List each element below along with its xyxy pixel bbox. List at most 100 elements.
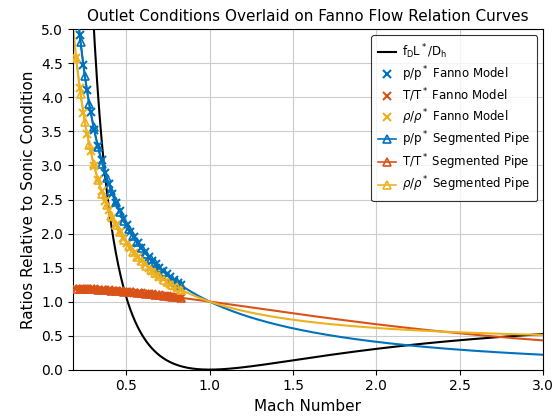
T/T$^*$ Fanno Model	[174, 295, 181, 300]
T/T$^*$ Fanno Model	[73, 286, 80, 291]
$\rho$/$\rho$$^*$ Segmented Pipe	[174, 285, 180, 290]
p/p$^*$ Segmented Pipe	[104, 176, 110, 181]
T/T$^*$ Fanno Model	[113, 289, 119, 294]
$\rho$/$\rho$$^*$ Segmented Pipe	[152, 270, 158, 276]
T/T$^*$ Segmented Pipe	[169, 294, 176, 299]
T/T$^*$ Fanno Model	[124, 289, 130, 294]
f$_\mathrm{D}$L$^*$/D$_\mathrm{h}$	[384, 345, 391, 350]
T/T$^*$ Fanno Model	[95, 287, 101, 292]
p/p$^*$ Fanno Model	[127, 229, 134, 234]
$\rho$/$\rho$$^*$ Segmented Pipe	[95, 178, 101, 183]
f$_\mathrm{D}$L$^*$/D$_\mathrm{h}$	[153, 350, 160, 355]
$\rho$/$\rho$$^*$ Fanno Model	[95, 177, 101, 182]
$\rho$/$\rho$$^*$ Fanno Model	[76, 86, 83, 91]
T/T$^*$ Segmented Pipe	[121, 289, 128, 294]
p/p$^*$ Segmented Pipe	[82, 74, 88, 79]
T/T$^*$ Segmented Pipe	[138, 291, 145, 296]
p/p$^*$ Fanno Model	[178, 283, 185, 288]
T/T$^*$ Segmented Pipe	[130, 290, 137, 295]
$\rho$/$\rho$$^*$ Fanno Model	[83, 131, 90, 136]
$\rho$/$\rho$$^*$ Fanno Model	[174, 285, 181, 290]
T/T$^*$ Segmented Pipe	[165, 294, 171, 299]
T/T$^*$ Segmented Pipe	[108, 288, 115, 293]
$\rho$/$\rho$$^*$ Segmented Pipe	[112, 222, 119, 227]
p/p$^*$ Fanno Model	[91, 128, 97, 133]
p/p$^*$ Fanno Model	[160, 269, 166, 274]
p/p$^*$ Segmented Pipe	[143, 251, 150, 256]
T/T$^*$ Fanno Model	[127, 290, 134, 295]
$\rho$/$\rho$$^*$ Fanno Model	[130, 250, 137, 255]
T/T$^*$ Fanno Model	[145, 291, 152, 297]
f$_\mathrm{D}$L$^*$/D$_\mathrm{h}$	[347, 349, 354, 354]
$\rho$/$\rho$$^*$ Segmented Pipe	[143, 263, 150, 268]
T/T$^*$ Fanno Model	[105, 288, 112, 293]
p/p$^*$ Fanno Model	[156, 265, 163, 270]
p/p$^*$ Segmented Pipe	[73, 0, 80, 1]
p/p$^*$ Fanno Model	[174, 281, 181, 286]
$\rho$/$\rho$$^*$ Fanno Model	[142, 262, 148, 267]
T/T$^*$ Fanno Model	[160, 293, 166, 298]
p/p$^*$ Segmented Pipe	[112, 200, 119, 205]
f$_\mathrm{D}$L$^*$/D$_\mathrm{h}$	[190, 366, 197, 371]
$\rho$/$\rho$$^*$ Fanno Model	[138, 258, 144, 263]
T/T$^*$ Segmented Pipe	[116, 289, 123, 294]
Y-axis label: Ratios Relative to Sonic Condition: Ratios Relative to Sonic Condition	[21, 70, 35, 329]
p/p$^*$ Segmented Pipe	[77, 39, 84, 45]
$\rho$/$\rho$$^*$ Fanno Model	[160, 277, 166, 282]
T/T$^*$ Fanno Model	[87, 287, 94, 292]
$\rho$/$\rho$$^*$ Fanno Model	[80, 110, 87, 116]
p/p$^*$ Segmented Pipe	[90, 125, 97, 130]
T/T$^*$ Segmented Pipe	[134, 290, 141, 295]
p/p$^*$ Segmented Pipe	[125, 226, 132, 231]
$\rho$/$\rho$$^*$ Segmented Pipe	[90, 162, 97, 167]
p/p$^*$ Fanno Model	[134, 240, 141, 245]
p/p$^*$ Fanno Model	[102, 171, 109, 176]
X-axis label: Mach Number: Mach Number	[254, 399, 362, 414]
T/T$^*$ Fanno Model	[130, 290, 137, 295]
p/p$^*$ Segmented Pipe	[152, 261, 158, 266]
$\rho$/$\rho$$^*$ Fanno Model	[73, 55, 80, 60]
p/p$^*$ Segmented Pipe	[156, 265, 163, 270]
T/T$^*$ Fanno Model	[164, 294, 170, 299]
p/p$^*$ Fanno Model	[142, 250, 148, 255]
T/T$^*$ Fanno Model	[178, 295, 185, 300]
$\rho$/$\rho$$^*$ Fanno Model	[127, 246, 134, 251]
T/T$^*$ Fanno Model	[134, 290, 141, 295]
f$_\mathrm{D}$L$^*$/D$_\mathrm{h}$	[206, 367, 213, 372]
T/T$^*$ Fanno Model	[171, 294, 178, 299]
Line: p/p$^*$ Fanno Model: p/p$^*$ Fanno Model	[72, 0, 185, 289]
T/T$^*$ Fanno Model	[167, 294, 174, 299]
p/p$^*$ Segmented Pipe	[130, 233, 137, 238]
$\rho$/$\rho$$^*$ Fanno Model	[145, 265, 152, 270]
T/T$^*$ Segmented Pipe	[104, 288, 110, 293]
T/T$^*$ Fanno Model	[120, 289, 127, 294]
$\rho$/$\rho$$^*$ Segmented Pipe	[134, 254, 141, 259]
T/T$^*$ Fanno Model	[98, 287, 105, 292]
$\rho$/$\rho$$^*$ Fanno Model	[98, 189, 105, 194]
$\rho$/$\rho$$^*$ Fanno Model	[113, 223, 119, 228]
p/p$^*$ Segmented Pipe	[174, 280, 180, 285]
$\rho$/$\rho$$^*$ Fanno Model	[152, 271, 159, 276]
p/p$^*$ Fanno Model	[73, 0, 80, 1]
p/p$^*$ Fanno Model	[105, 181, 112, 186]
p/p$^*$ Segmented Pipe	[165, 273, 171, 278]
T/T$^*$ Segmented Pipe	[160, 293, 167, 298]
p/p$^*$ Fanno Model	[83, 88, 90, 93]
p/p$^*$ Fanno Model	[130, 235, 137, 240]
p/p$^*$ Segmented Pipe	[99, 161, 106, 166]
T/T$^*$ Fanno Model	[138, 291, 144, 296]
p/p$^*$ Fanno Model	[113, 200, 119, 205]
Line: p/p$^*$ Segmented Pipe: p/p$^*$ Segmented Pipe	[72, 0, 185, 289]
p/p$^*$ Segmented Pipe	[134, 240, 141, 245]
T/T$^*$ Segmented Pipe	[152, 292, 158, 297]
$\rho$/$\rho$$^*$ Fanno Model	[178, 287, 185, 292]
p/p$^*$ Fanno Model	[145, 254, 152, 259]
T/T$^*$ Fanno Model	[142, 291, 148, 296]
$\rho$/$\rho$$^*$ Fanno Model	[156, 274, 163, 279]
f$_\mathrm{D}$L$^*$/D$_\mathrm{h}$	[424, 341, 431, 346]
p/p$^*$ Segmented Pipe	[121, 218, 128, 223]
$\rho$/$\rho$$^*$ Segmented Pipe	[130, 249, 137, 254]
$\rho$/$\rho$$^*$ Fanno Model	[120, 235, 127, 240]
$\rho$/$\rho$$^*$ Fanno Model	[109, 215, 116, 220]
$\rho$/$\rho$$^*$ Segmented Pipe	[73, 55, 80, 60]
